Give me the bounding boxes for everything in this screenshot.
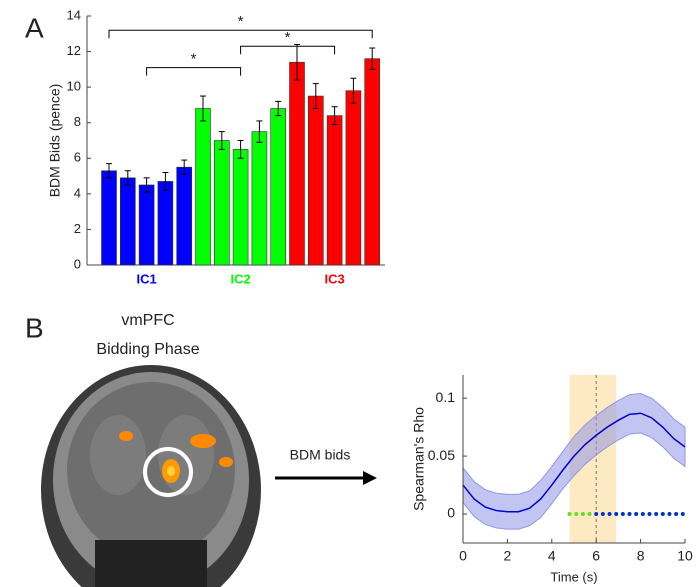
y-axis-label: BDM Bids (pence) — [47, 84, 63, 198]
bar — [102, 171, 117, 265]
significance-label: * — [238, 13, 244, 30]
y-tick-label: 0.1 — [436, 389, 456, 405]
significance-dot — [681, 512, 685, 516]
significance-dot — [667, 512, 671, 516]
brain-image — [40, 362, 262, 587]
bar — [196, 108, 211, 265]
y-tick-label: 0 — [447, 505, 455, 521]
significance-dot — [654, 512, 658, 516]
y-tick-label: 2 — [74, 221, 81, 236]
x-tick-label: 8 — [637, 548, 645, 564]
bar — [158, 181, 173, 265]
panel-label: A — [25, 12, 44, 43]
panel-label: B — [25, 312, 44, 343]
bar — [346, 91, 361, 265]
bar — [214, 141, 229, 266]
x-tick-label: 4 — [548, 548, 556, 564]
y-tick-label: 12 — [67, 43, 81, 58]
x-tick-label: 10 — [677, 548, 693, 564]
bar — [365, 59, 380, 265]
group-label: IC2 — [230, 271, 250, 286]
figure: A B vmPFC Bidding Phase BDM bids 0 2 4 6 8 10… — [0, 0, 696, 587]
x-tick-label: 6 — [592, 548, 600, 564]
arrow-head — [363, 471, 377, 485]
significance-dot — [594, 512, 598, 516]
group-label: IC1 — [136, 271, 156, 286]
significance-label: * — [285, 29, 291, 46]
bar — [120, 178, 135, 265]
significance-dot — [581, 512, 585, 516]
y-tick-label: 8 — [74, 114, 81, 129]
bar — [177, 167, 192, 265]
bar — [271, 108, 286, 265]
y-tick-label: 4 — [74, 185, 81, 200]
significance-label: * — [191, 51, 197, 68]
bar — [252, 132, 267, 265]
significance-dot — [661, 512, 665, 516]
x-tick-label: 0 — [459, 548, 467, 564]
significance-dot — [647, 512, 651, 516]
significance-dot — [641, 512, 645, 516]
y-tick-label: 14 — [67, 7, 81, 22]
y-tick-label: 0 — [74, 256, 81, 271]
significance-bracket — [147, 68, 241, 76]
y-axis-label: Spearman's Rho — [411, 407, 427, 511]
x-tick-label: 2 — [504, 548, 512, 564]
y-tick-label: 10 — [67, 79, 81, 94]
significance-bracket — [241, 46, 335, 54]
significance-dot — [588, 512, 592, 516]
x-axis-label: Time (s) — [550, 569, 597, 584]
brain-title: vmPFC — [121, 312, 174, 329]
bar — [290, 62, 305, 265]
significance-bracket — [109, 30, 372, 38]
bar — [139, 185, 154, 265]
significance-dot — [621, 512, 625, 516]
bar — [308, 96, 323, 265]
bar — [327, 116, 342, 265]
y-tick-label: 0.05 — [428, 447, 455, 463]
significance-dot — [608, 512, 612, 516]
significance-dot — [601, 512, 605, 516]
bar — [233, 149, 248, 265]
significance-dot — [634, 512, 638, 516]
arrow-label: BDM bids — [290, 447, 351, 463]
significance-dot — [574, 512, 578, 516]
significance-dot — [614, 512, 618, 516]
significance-dot — [568, 512, 572, 516]
group-label: IC3 — [324, 271, 344, 286]
significance-dot — [628, 512, 632, 516]
y-tick-label: 6 — [74, 150, 81, 165]
brain-subtitle: Bidding Phase — [96, 341, 199, 358]
significance-dot — [674, 512, 678, 516]
